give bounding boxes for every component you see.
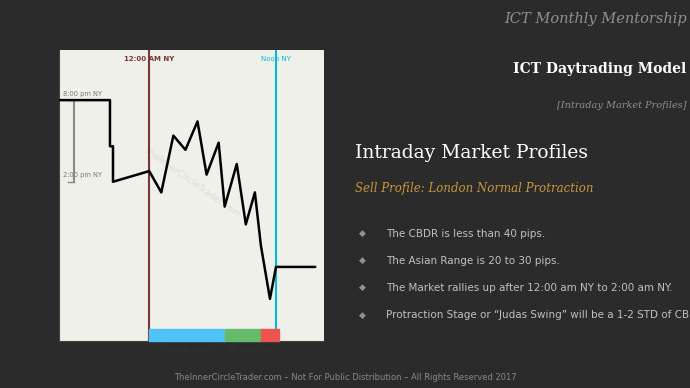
Text: The Market rallies up after 12:00 am NY to 2:00 am NY.: The Market rallies up after 12:00 am NY … — [386, 283, 673, 293]
Text: TheInnerCircleTrader.com – Not For Public Distribution – All Rights Reserved 201: TheInnerCircleTrader.com – Not For Publi… — [174, 373, 516, 382]
Text: Noon NY: Noon NY — [261, 56, 291, 62]
Text: NY Open: NY Open — [228, 347, 258, 353]
Text: ICT Monthly Mentorship: ICT Monthly Mentorship — [504, 12, 687, 26]
Text: The Asian Range is 20 to 30 pips.: The Asian Range is 20 to 30 pips. — [386, 256, 560, 266]
Text: Intraday Market Profiles: Intraday Market Profiles — [355, 144, 589, 161]
Text: London Open: London Open — [164, 347, 210, 353]
Text: TheInnerCircleTrader.com: TheInnerCircleTrader.com — [141, 145, 242, 218]
Text: ◆: ◆ — [359, 229, 366, 238]
Text: ◆: ◆ — [359, 256, 366, 265]
Text: ◆: ◆ — [359, 283, 366, 292]
Text: The CBDR is less than 40 pips.: The CBDR is less than 40 pips. — [386, 229, 546, 239]
Text: ICT Daytrading Model: ICT Daytrading Model — [513, 62, 687, 76]
Text: ◆: ◆ — [359, 310, 366, 319]
Text: Protraction Stage or “Judas Swing” will be a 1-2 STD of CBDR.: Protraction Stage or “Judas Swing” will … — [386, 310, 690, 320]
Text: 2:00 pm NY: 2:00 pm NY — [63, 172, 102, 178]
Text: [Intraday Market Profiles]: [Intraday Market Profiles] — [557, 101, 687, 110]
Text: Sell Profile: London Normal Protraction: Sell Profile: London Normal Protraction — [355, 182, 594, 196]
Text: 8:00 pm NY: 8:00 pm NY — [63, 90, 102, 97]
Text: 12:00 AM NY: 12:00 AM NY — [124, 56, 175, 62]
Text: LC: LC — [266, 347, 274, 353]
